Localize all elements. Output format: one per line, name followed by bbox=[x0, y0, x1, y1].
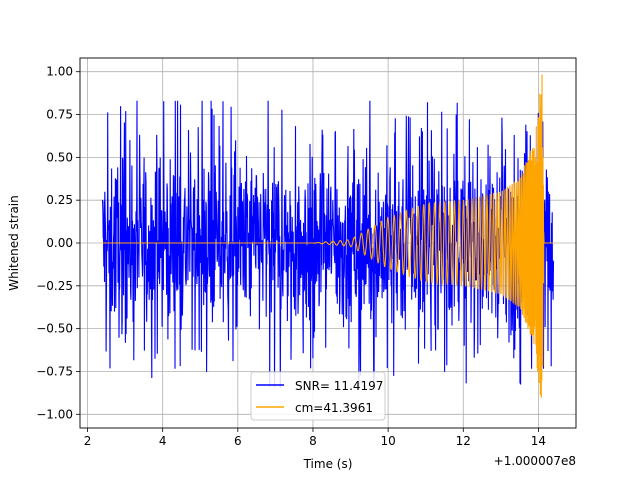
y-tick-label: 0.75 bbox=[46, 108, 73, 122]
series-layer bbox=[101, 74, 555, 398]
legend: SNR= 11.4197 cm=41.3961 bbox=[250, 371, 386, 421]
legend-label-snr: SNR= 11.4197 bbox=[295, 379, 383, 393]
x-tick-label: 2 bbox=[84, 434, 92, 448]
y-tick-label: 0.25 bbox=[46, 193, 73, 207]
series-line-template bbox=[102, 74, 554, 398]
y-tick-label: −0.75 bbox=[36, 364, 73, 378]
y-tick-label: −0.25 bbox=[36, 279, 73, 293]
x-tick-label: 4 bbox=[159, 434, 167, 448]
y-axis-label: Whitened strain bbox=[7, 195, 21, 291]
legend-label-template: cm=41.3961 bbox=[295, 401, 373, 415]
y-tick-label: 0.00 bbox=[46, 236, 73, 250]
x-axis-ticks: 2 4 6 8 10 12 14 bbox=[84, 428, 546, 448]
y-tick-label: 0.50 bbox=[46, 150, 73, 164]
x-tick-label: 14 bbox=[531, 434, 546, 448]
x-axis-label: Time (s) bbox=[303, 457, 353, 471]
y-tick-label: −1.00 bbox=[36, 407, 73, 421]
x-tick-label: 8 bbox=[309, 434, 317, 448]
x-offset-label: +1.000007e8 bbox=[494, 454, 576, 468]
x-tick-label: 12 bbox=[456, 434, 471, 448]
y-axis-ticks: −1.00 −0.75 −0.50 −0.25 0.00 0.25 0.50 0.75 1.00 bbox=[36, 65, 80, 421]
y-tick-label: 1.00 bbox=[46, 65, 73, 79]
x-tick-label: 6 bbox=[234, 434, 242, 448]
x-tick-label: 10 bbox=[380, 434, 395, 448]
y-tick-label: −0.50 bbox=[36, 322, 73, 336]
legend-box bbox=[250, 371, 386, 421]
